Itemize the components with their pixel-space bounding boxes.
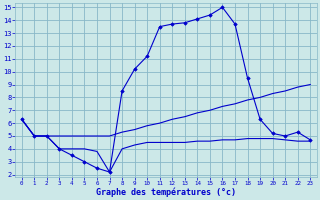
X-axis label: Graphe des températures (°c): Graphe des températures (°c) — [96, 187, 236, 197]
